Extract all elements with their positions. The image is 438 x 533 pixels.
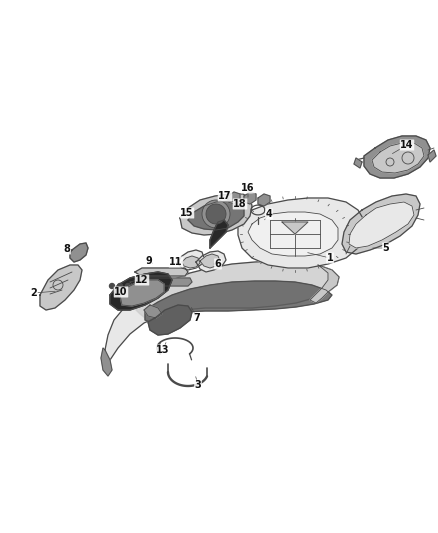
Polygon shape xyxy=(349,202,414,248)
Polygon shape xyxy=(244,192,256,204)
Polygon shape xyxy=(101,348,112,376)
Polygon shape xyxy=(120,280,164,306)
Text: 15: 15 xyxy=(180,208,194,218)
Polygon shape xyxy=(132,261,339,322)
Polygon shape xyxy=(130,278,192,286)
Polygon shape xyxy=(428,150,436,162)
Polygon shape xyxy=(200,254,220,268)
Polygon shape xyxy=(248,212,338,256)
Circle shape xyxy=(117,284,123,288)
Text: 1: 1 xyxy=(327,253,333,263)
Polygon shape xyxy=(228,192,240,204)
Circle shape xyxy=(110,284,114,288)
Text: 11: 11 xyxy=(169,257,183,267)
Text: 12: 12 xyxy=(135,275,149,285)
Polygon shape xyxy=(364,136,430,178)
Text: 13: 13 xyxy=(156,345,170,355)
Circle shape xyxy=(206,204,226,224)
Polygon shape xyxy=(144,305,162,318)
Polygon shape xyxy=(372,143,424,173)
Polygon shape xyxy=(238,198,364,268)
Circle shape xyxy=(202,200,230,228)
Polygon shape xyxy=(70,243,88,262)
Text: 2: 2 xyxy=(31,288,37,298)
Text: 14: 14 xyxy=(400,140,414,150)
Text: 3: 3 xyxy=(194,380,201,390)
Text: 16: 16 xyxy=(241,183,255,193)
Polygon shape xyxy=(177,250,204,270)
Text: 6: 6 xyxy=(215,259,221,269)
Circle shape xyxy=(126,284,131,288)
Text: 8: 8 xyxy=(64,244,71,254)
Text: 18: 18 xyxy=(233,199,247,209)
Text: 5: 5 xyxy=(383,243,389,253)
Polygon shape xyxy=(342,194,420,254)
Polygon shape xyxy=(135,268,188,276)
Text: 10: 10 xyxy=(114,287,128,297)
Text: 7: 7 xyxy=(194,313,200,323)
Text: 17: 17 xyxy=(218,191,232,201)
Text: 9: 9 xyxy=(145,256,152,266)
Polygon shape xyxy=(282,222,308,234)
Polygon shape xyxy=(40,265,82,310)
Polygon shape xyxy=(188,201,244,230)
Polygon shape xyxy=(105,261,339,368)
Polygon shape xyxy=(354,158,362,168)
Polygon shape xyxy=(196,251,226,272)
Polygon shape xyxy=(145,281,332,323)
Polygon shape xyxy=(210,220,228,248)
Polygon shape xyxy=(182,256,200,268)
Text: 4: 4 xyxy=(265,209,272,219)
Polygon shape xyxy=(110,272,172,310)
Polygon shape xyxy=(180,194,252,235)
Polygon shape xyxy=(258,194,270,206)
Polygon shape xyxy=(148,305,192,335)
Polygon shape xyxy=(310,265,339,303)
